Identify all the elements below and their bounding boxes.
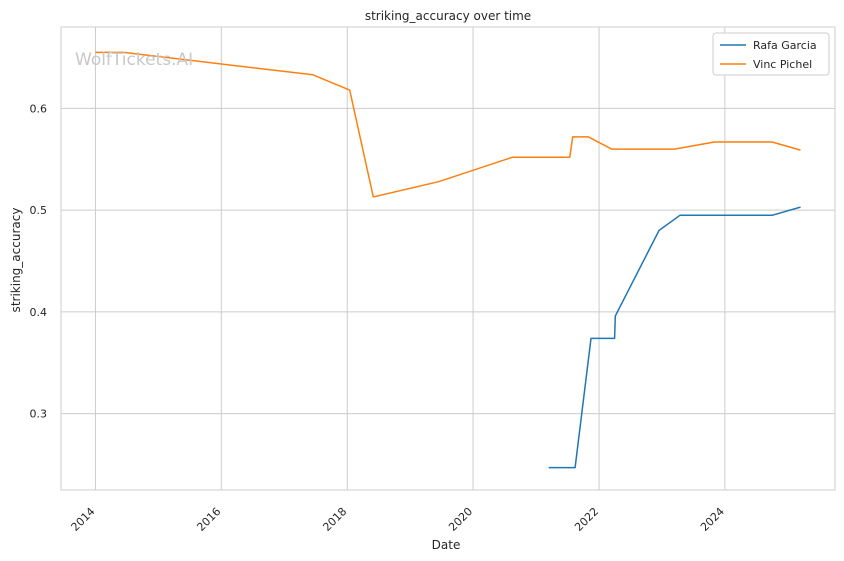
x-tick-label: 2022 — [572, 505, 601, 534]
y-tick-label: 0.4 — [30, 306, 48, 319]
legend: Rafa Garcia Vinc Pichel — [712, 32, 830, 76]
legend-label-vinc-pichel: Vinc Pichel — [753, 58, 812, 71]
y-tick-label: 0.6 — [30, 102, 48, 115]
y-axis-ticks: 0.3 0.4 0.5 0.6 — [30, 102, 48, 420]
series-layer — [95, 51, 801, 469]
legend-label-rafa-garcia: Rafa Garcia — [753, 39, 817, 52]
y-tick-label: 0.5 — [30, 204, 48, 217]
y-axis-label: striking_accuracy — [9, 208, 23, 313]
series-line-rafa-garcia — [548, 206, 801, 469]
plot-area — [60, 26, 836, 491]
x-tick-label: 2020 — [446, 505, 475, 534]
x-axis-label: Date — [432, 538, 461, 552]
series-line-vinc-pichel — [95, 51, 801, 198]
x-tick-label: 2016 — [194, 505, 223, 534]
x-axis-ticks: 2014 2016 2018 2020 2022 2024 — [69, 505, 727, 534]
y-tick-label: 0.3 — [30, 408, 48, 421]
watermark: WolfTickets.AI — [75, 50, 193, 70]
grid-lines — [61, 27, 835, 490]
chart-title: striking_accuracy over time — [365, 9, 531, 23]
x-tick-label: 2018 — [320, 505, 349, 534]
x-tick-label: 2024 — [698, 505, 727, 534]
x-tick-label: 2014 — [69, 505, 98, 534]
